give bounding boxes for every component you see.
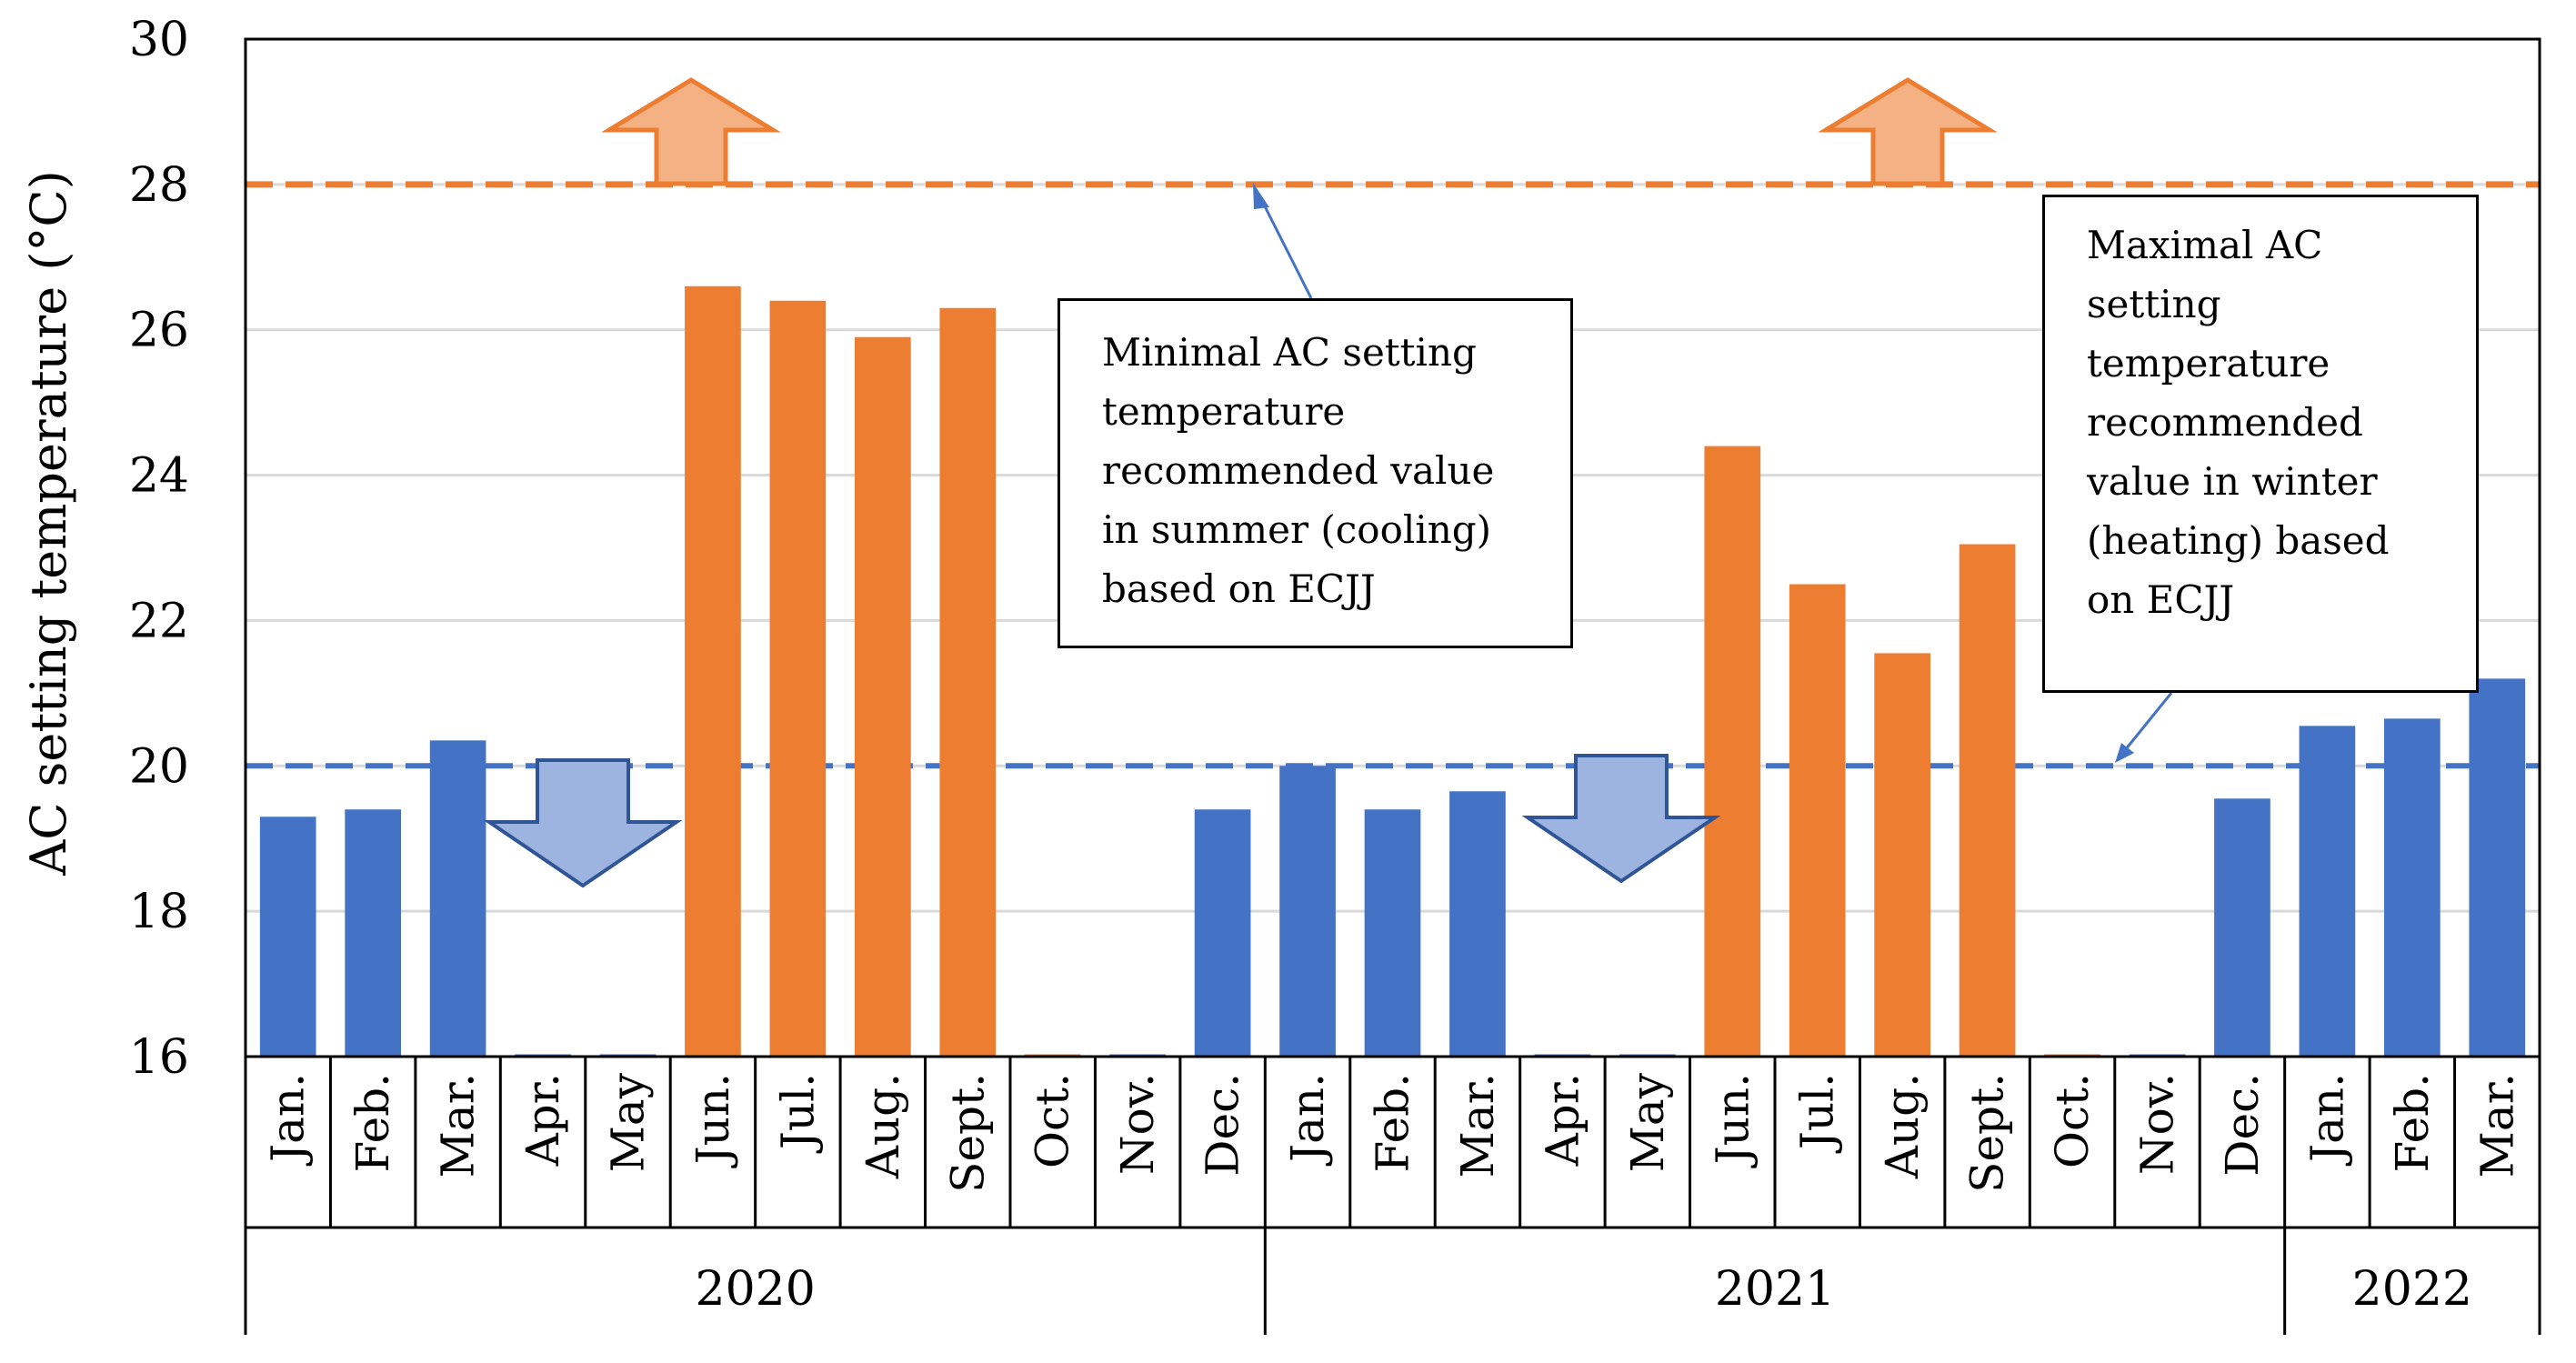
bar-1 (345, 809, 402, 1057)
annot-max-line-4: value in winter (2087, 459, 2378, 504)
bar-14 (1449, 791, 1506, 1057)
x-tick-label-16: May (1621, 1072, 1674, 1172)
x-tick-label-2: Mar. (432, 1073, 485, 1178)
x-tick-label-24: Jan. (2300, 1073, 2353, 1167)
annot-min-line-4: based on ECJJ (1102, 566, 1376, 611)
leader-arrowhead-max (2115, 743, 2134, 763)
bar-7 (854, 336, 911, 1057)
leader-arrowhead-min (1253, 183, 1269, 209)
x-tick-label-26: Mar. (2471, 1073, 2523, 1178)
bar-0 (259, 817, 316, 1057)
bar-24 (2299, 726, 2356, 1057)
y-tick-label-20: 20 (129, 739, 189, 794)
bar-25 (2383, 718, 2441, 1057)
x-tick-label-10: Nov. (1111, 1073, 1164, 1175)
up-arrow-2021 (1818, 77, 1998, 186)
annot-min-line-2: recommended value (1102, 448, 1495, 493)
bar-18 (1789, 584, 1846, 1057)
y-tick-label-26: 26 (129, 304, 189, 358)
x-group-label-2020: 2020 (695, 1262, 815, 1317)
annot-min-line-3: in summer (cooling) (1102, 507, 1492, 552)
x-tick-label-3: Apr. (516, 1073, 569, 1167)
x-group-label-2022: 2022 (2352, 1262, 2472, 1317)
x-tick-label-23: Dec. (2216, 1073, 2269, 1177)
y-tick-label-22: 22 (129, 594, 189, 648)
y-tick-label-30: 30 (129, 13, 189, 67)
bar-26 (2469, 678, 2526, 1057)
bar-17 (1704, 446, 1761, 1057)
x-tick-label-7: Aug. (857, 1073, 909, 1179)
bar-12 (1279, 766, 1336, 1057)
y-tick-label-24: 24 (129, 449, 189, 504)
annot-min-line-0: Minimal AC setting (1102, 330, 1477, 375)
x-tick-label-25: Feb. (2386, 1073, 2439, 1172)
annotation-max-heating: Maximal AC setting temperature recommended v… (2042, 195, 2479, 693)
plot-frame (244, 37, 2541, 1058)
x-tick-label-15: Apr. (1536, 1073, 1589, 1167)
annotation-min-cooling: Minimal AC setting temperature recommended… (1057, 298, 1573, 648)
down-arrow-2021 (1521, 754, 1721, 884)
annot-max-line-6: on ECJJ (2087, 577, 2235, 622)
bar-20 (1959, 544, 2016, 1057)
x-tick-label-21: Oct. (2046, 1073, 2099, 1168)
x-tick-label-5: Jun. (687, 1073, 739, 1168)
bar-23 (2214, 798, 2270, 1057)
x-tick-label-14: Mar. (1451, 1073, 1504, 1178)
x-tick-label-9: Oct. (1027, 1073, 1079, 1168)
x-tick-label-19: Aug. (1876, 1073, 1929, 1179)
annot-max-line-3: recommended (2087, 400, 2363, 445)
bar-8 (939, 307, 997, 1057)
y-tick-label-28: 28 (129, 158, 189, 213)
annot-max-line-0: Maximal AC (2087, 223, 2323, 267)
y-tick-label-16: 16 (129, 1030, 189, 1085)
bar-5 (685, 286, 741, 1057)
x-tick-label-13: Feb. (1367, 1073, 1419, 1172)
bar-13 (1364, 809, 1421, 1057)
bar-2 (429, 740, 486, 1057)
leader-line-max (2123, 692, 2173, 751)
x-tick-label-18: Jul. (1791, 1073, 1844, 1154)
annot-max-line-2: temperature (2087, 341, 2330, 386)
x-tick-label-1: Feb. (346, 1073, 399, 1172)
x-tick-label-22: Nov. (2131, 1073, 2184, 1175)
x-tick-label-20: Sept. (1961, 1073, 2014, 1193)
bar-19 (1874, 653, 1931, 1057)
annot-min-line-1: temperature (1102, 389, 1346, 434)
x-tick-label-0: Jan. (262, 1073, 315, 1167)
y-tick-label-18: 18 (129, 885, 189, 939)
bar-11 (1194, 809, 1251, 1057)
x-tick-label-12: Jan. (1281, 1073, 1334, 1167)
leader-line-min (1258, 195, 1313, 299)
x-tick-label-17: Jun. (1706, 1073, 1759, 1168)
x-tick-label-4: May (602, 1072, 655, 1172)
annot-max-line-1: setting (2087, 282, 2221, 326)
annot-max-line-5: (heating) based (2087, 518, 2390, 563)
y-axis-title: AC setting temperature (°C) (20, 170, 77, 877)
bar-6 (769, 300, 827, 1057)
x-tick-label-11: Dec. (1197, 1073, 1249, 1177)
down-arrow-2020 (483, 758, 683, 888)
x-group-label-2021: 2021 (1715, 1262, 1835, 1317)
up-arrow-2020 (601, 77, 781, 186)
x-tick-label-6: Jul. (771, 1073, 824, 1154)
x-tick-label-8: Sept. (941, 1073, 994, 1193)
